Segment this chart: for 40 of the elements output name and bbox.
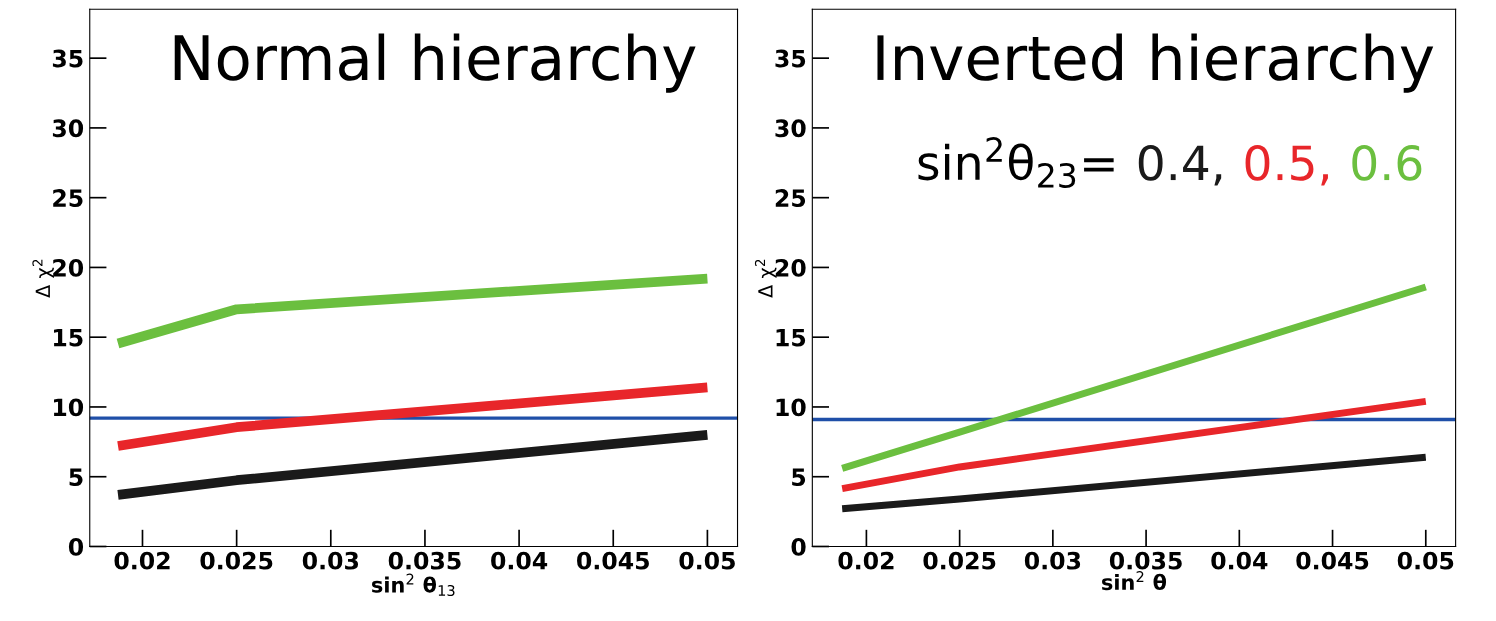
y-tick-label: 30 xyxy=(52,119,84,138)
y-tick-label: 35 xyxy=(775,49,806,68)
y-tick-label: 15 xyxy=(776,328,806,347)
x-axis-title: sin$^{2}$ θ$_{13}$ xyxy=(372,573,455,597)
y-tick-label: 25 xyxy=(775,189,806,207)
y-tick-label: 20 xyxy=(775,258,806,277)
x-tick-label: 0.03 xyxy=(1024,551,1081,570)
y-axis-title: Δ χ$^{2}$ xyxy=(754,259,777,298)
y-axis-title: Δ χ$^{2}$ xyxy=(32,259,54,298)
y-tick-label: 10 xyxy=(776,398,806,417)
x-tick-label: 0.045 xyxy=(577,551,649,570)
y-tick-label: 5 xyxy=(792,468,806,487)
text: 0.4, xyxy=(1138,145,1222,186)
x-tick-label: 0.02 xyxy=(838,551,894,570)
text: 0.5, xyxy=(1245,145,1328,186)
text: 0.6 xyxy=(1352,145,1422,181)
y-tick-label: 0 xyxy=(68,537,84,556)
chart-title: Normal hierarchy xyxy=(174,33,696,93)
x-tick-label: 0.025 xyxy=(923,551,996,570)
y-tick-label: 30 xyxy=(775,119,806,138)
x-tick-label: 0.02 xyxy=(114,551,170,570)
y-tick-label: 0 xyxy=(791,537,806,556)
x-tick-label: 0.025 xyxy=(200,551,273,570)
x-tick-label: 0.03 xyxy=(302,551,359,570)
y-tick-label: 5 xyxy=(69,468,83,487)
legend-title: sin$^{2}$θ$_{23}$= xyxy=(918,137,1114,188)
x-tick-label: 0.05 xyxy=(679,551,735,570)
x-axis-title: sin$^{2}$ θ xyxy=(1102,571,1167,591)
x-tick-label: 0.035 xyxy=(388,551,461,570)
x-tick-label: 0.035 xyxy=(1109,551,1182,570)
x-tick-label: 0.04 xyxy=(1211,551,1268,570)
y-tick-label: 35 xyxy=(52,49,83,68)
x-tick-label: 0.05 xyxy=(1397,551,1454,570)
x-tick-label: 0.04 xyxy=(491,551,548,570)
y-tick-label: 10 xyxy=(54,398,84,417)
chart-title: Inverted hierarchy xyxy=(877,33,1434,93)
y-tick-label: 15 xyxy=(54,328,83,347)
y-tick-label: 25 xyxy=(53,189,83,207)
x-tick-label: 0.045 xyxy=(1296,551,1369,570)
y-tick-label: 20 xyxy=(53,258,84,277)
